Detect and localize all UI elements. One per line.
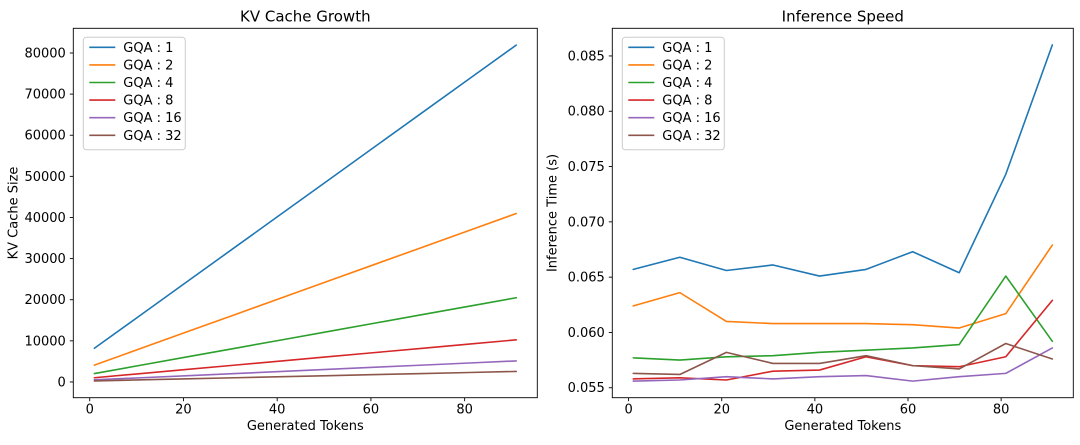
inference-speed-legend-label-gqa-4: GQA : 4 [662, 76, 712, 91]
inference-speed-legend-label-gqa-16: GQA : 16 [662, 111, 720, 126]
kv-cache-growth-chart-title: KV Cache Growth [240, 7, 371, 25]
kv-cache-growth-line-gqa-2 [93, 212, 518, 366]
inference-speed-x-tick-label: 80 [993, 403, 1010, 418]
inference-speed-y-tick-label: 0.055 [568, 381, 605, 396]
kv-cache-growth-y-axis-label: KV Cache Size [6, 167, 21, 260]
kv-cache-growth-line-gqa-1 [93, 44, 518, 350]
inference-speed-x-tick-label: 60 [900, 403, 917, 418]
inference-speed-x-tick-label: 20 [713, 403, 730, 418]
kv-cache-growth-y-tick-label: 50000 [24, 170, 65, 185]
kv-cache-growth-x-tick-label: 40 [269, 403, 286, 418]
kv-cache-growth-plot-frame [72, 27, 538, 399]
kv-cache-growth-y-tick-label: 40000 [24, 211, 65, 226]
inference-speed-chart-title: Inference Speed [782, 7, 904, 25]
inference-speed-line-gqa-1 [632, 44, 1054, 277]
inference-speed-line-gqa-8 [632, 299, 1054, 381]
kv-cache-growth-legend-label-gqa-8: GQA : 8 [123, 94, 173, 109]
kv-cache-growth-y-tick-label: 80000 [24, 46, 65, 61]
kv-cache-growth-legend-label-gqa-1: GQA : 1 [123, 41, 173, 56]
kv-cache-growth-x-tick-label: 20 [175, 403, 192, 418]
kv-cache-growth-line-gqa-16 [93, 360, 518, 381]
inference-speed-legend-label-gqa-8: GQA : 8 [662, 94, 712, 109]
inference-speed-y-axis-label: Inference Time (s) [545, 154, 560, 272]
kv-cache-growth-legend: GQA : 1 GQA : 2 GQA : 4 GQA : 8 GQA : 16 GQA … [82, 36, 186, 151]
inference-speed-x-tick-label: 0 [624, 403, 632, 418]
inference-speed-line-gqa-2 [632, 244, 1054, 329]
kv-cache-growth-line-gqa-32 [93, 370, 518, 382]
inference-speed-y-tick-label: 0.085 [568, 49, 605, 64]
kv-cache-growth-x-tick-label: 0 [86, 403, 94, 418]
inference-speed-y-tick-label: 0.075 [568, 160, 605, 175]
kv-cache-growth-y-tick-label: 70000 [24, 88, 65, 103]
inference-speed-plot-frame [611, 27, 1074, 399]
inference-speed-legend: GQA : 1 GQA : 2 GQA : 4 GQA : 8 GQA : 16 GQA … [621, 36, 725, 151]
inference-speed-legend-label-gqa-32: GQA : 32 [662, 129, 720, 144]
chart-inference-speed: Inference Speed 0 20 40 60 80 0.055 0.060 0.065 0… [545, 7, 1074, 434]
kv-cache-growth-x-axis-label: Generated Tokens [247, 419, 364, 434]
chart-kv-cache-growth: KV Cache Growth 0 20 40 60 80 0 10000 20000 30000… [6, 7, 538, 434]
kv-cache-growth-y-tick-label: 0 [58, 375, 66, 390]
kv-cache-growth-y-tick-label: 10000 [24, 334, 65, 349]
inference-speed-legend-label-gqa-1: GQA : 1 [662, 41, 712, 56]
inference-speed-y-tick-label: 0.080 [568, 105, 605, 120]
kv-cache-growth-y-tick-label: 60000 [24, 129, 65, 144]
inference-speed-legend-label-gqa-2: GQA : 2 [662, 58, 712, 73]
kv-cache-growth-y-tick-label: 20000 [24, 293, 65, 308]
kv-cache-growth-legend-label-gqa-32: GQA : 32 [123, 129, 181, 144]
inference-speed-x-tick-label: 40 [807, 403, 824, 418]
inference-speed-y-tick-label: 0.065 [568, 271, 605, 286]
inference-speed-y-tick-label: 0.070 [568, 215, 605, 230]
kv-cache-growth-line-gqa-8 [93, 339, 518, 379]
kv-cache-growth-legend-label-gqa-4: GQA : 4 [123, 76, 173, 91]
kv-cache-growth-y-tick-label: 30000 [24, 252, 65, 267]
kv-cache-growth-legend-label-gqa-16: GQA : 16 [123, 111, 181, 126]
inference-speed-line-gqa-16 [632, 347, 1054, 382]
inference-speed-line-gqa-4 [632, 275, 1054, 361]
kv-cache-growth-legend-label-gqa-2: GQA : 2 [123, 58, 173, 73]
kv-cache-growth-x-tick-label: 80 [456, 403, 473, 418]
inference-speed-x-axis-label: Generated Tokens [784, 419, 901, 434]
kv-cache-growth-x-tick-label: 60 [363, 403, 380, 418]
kv-cache-growth-line-gqa-4 [93, 296, 518, 375]
inference-speed-line-gqa-32 [632, 342, 1054, 376]
inference-speed-y-tick-label: 0.060 [568, 326, 605, 341]
